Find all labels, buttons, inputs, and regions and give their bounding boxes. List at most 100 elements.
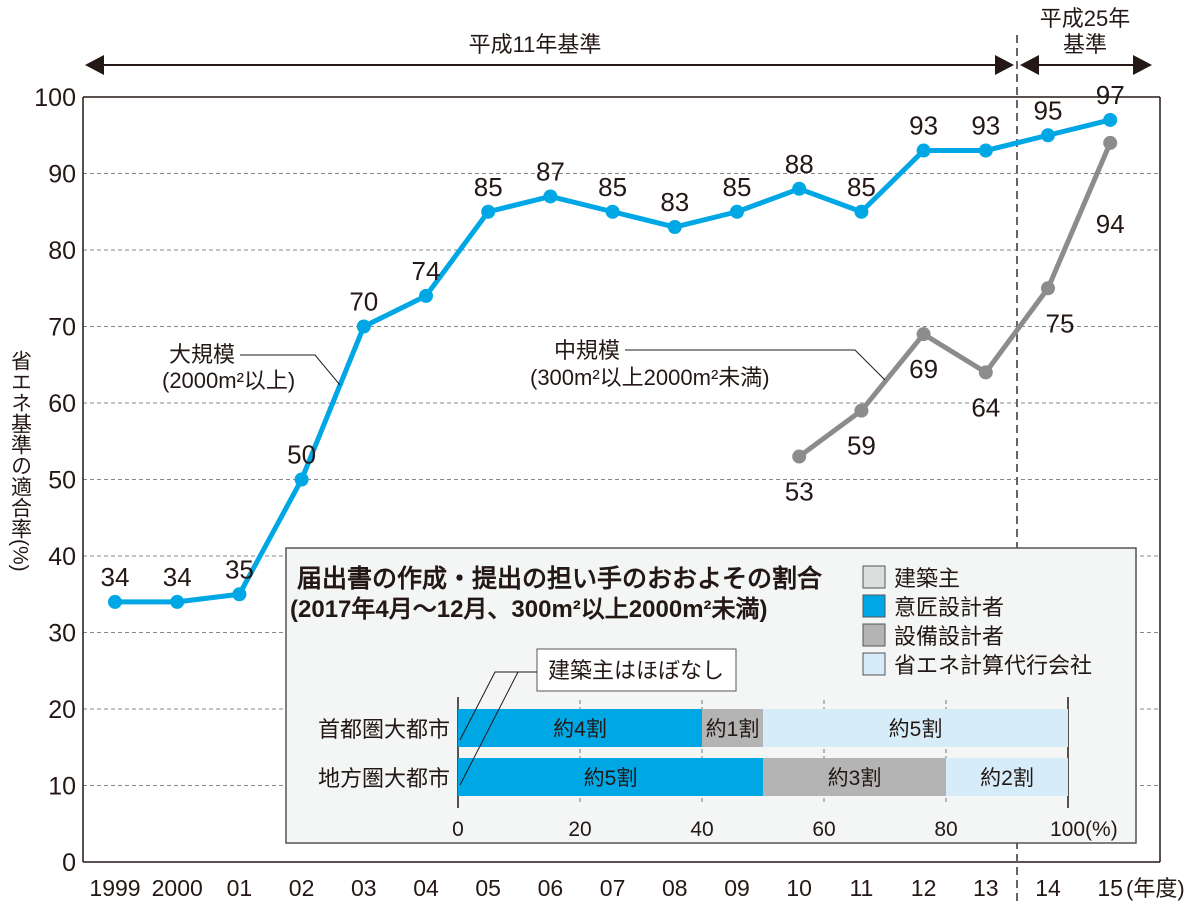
- arrow-right-icon: [1133, 55, 1152, 75]
- bar-segment-label: 約5割: [889, 718, 943, 741]
- x-tick-label: 01: [227, 875, 253, 901]
- data-label: 87: [536, 156, 565, 186]
- data-label: 74: [412, 256, 441, 286]
- data-label: 69: [909, 354, 938, 384]
- data-point: [605, 204, 620, 219]
- data-point: [1041, 128, 1055, 143]
- x-tick-label: 10: [786, 875, 812, 901]
- series-name-sub: (300m²以上2000m²未満): [530, 365, 770, 390]
- data-label: 50: [287, 440, 316, 470]
- inset-x-tick-label: 60: [812, 818, 835, 841]
- bar-segment-label: 約4割: [553, 718, 607, 741]
- x-tick-label: 1999: [89, 875, 140, 901]
- data-label: 34: [163, 562, 192, 592]
- y-tick-label: 10: [48, 773, 76, 801]
- data-label: 95: [1034, 95, 1063, 125]
- data-label: 85: [474, 172, 503, 202]
- bar-segment: [763, 709, 1068, 747]
- data-label: 97: [1096, 80, 1125, 110]
- data-point: [1103, 112, 1118, 127]
- x-tick-label: 05: [475, 875, 501, 901]
- callout-text: 建築主はほぼなし: [548, 658, 724, 683]
- data-label: 34: [101, 562, 130, 592]
- bar-segment-label: 約5割: [584, 767, 638, 790]
- legend-swatch: [862, 565, 886, 589]
- y-tick-label: 0: [62, 849, 76, 877]
- data-label: 93: [909, 111, 938, 141]
- bar-segment: [458, 709, 702, 747]
- data-label: 93: [971, 111, 1000, 141]
- bar-segment-label: 約2割: [980, 767, 1034, 790]
- data-label: 35: [225, 554, 254, 584]
- x-unit-label: (年度): [1126, 876, 1185, 901]
- data-label: 64: [971, 392, 1000, 422]
- leader-line: [625, 349, 886, 381]
- x-tick-label: 09: [724, 875, 750, 901]
- bar-segment-label: 約3割: [828, 767, 882, 790]
- data-point: [854, 204, 869, 219]
- data-point: [108, 594, 122, 609]
- x-tick-label: 2000: [152, 875, 203, 901]
- data-label: 70: [349, 287, 378, 317]
- data-point: [419, 288, 433, 303]
- period-label: 平成25年: [1040, 6, 1130, 31]
- arrow-right-icon: [995, 55, 1014, 75]
- legend-label: 設備設計者: [894, 624, 1004, 649]
- leader-line: [240, 354, 341, 386]
- arrow-left-icon: [1020, 55, 1039, 75]
- data-point: [978, 365, 993, 380]
- series-name: 大規模: [169, 342, 235, 367]
- y-tick-label: 40: [48, 543, 76, 571]
- x-tick-label: 07: [600, 875, 626, 901]
- period-label-line2: 基準: [1063, 32, 1107, 57]
- x-tick-label: 12: [911, 875, 937, 901]
- x-tick-label: 11: [849, 875, 873, 901]
- legend-label: 意匠設計者: [894, 595, 1004, 620]
- data-point: [730, 204, 744, 219]
- x-tick-label: 06: [538, 875, 564, 901]
- legend-swatch: [862, 623, 886, 647]
- data-label: 59: [847, 431, 876, 461]
- data-label: 85: [847, 172, 876, 202]
- bar-segment: [763, 758, 946, 796]
- bar-segment-label: 約1割: [706, 718, 760, 741]
- y-tick-label: 30: [48, 620, 76, 648]
- callout-box: [536, 648, 737, 692]
- data-point: [667, 220, 682, 235]
- legend-swatch: [862, 652, 886, 676]
- legend-label: 建築主: [894, 566, 960, 591]
- data-label: 94: [1096, 209, 1125, 239]
- callout-leader: [459, 671, 519, 786]
- bar-segment: [946, 758, 1068, 796]
- x-tick-label: 08: [662, 875, 688, 901]
- data-label: 53: [785, 477, 814, 507]
- y-tick-label: 100: [34, 84, 76, 112]
- data-label: 75: [1046, 308, 1075, 338]
- inset-x-tick-label: 20: [568, 818, 591, 841]
- inset-title: 届出書の作成・提出の担い手のおおよその割合: [297, 564, 823, 593]
- data-label: 85: [723, 172, 752, 202]
- data-label: 83: [660, 187, 689, 217]
- data-point: [543, 189, 558, 204]
- legend-swatch: [862, 594, 886, 618]
- data-point: [294, 472, 309, 487]
- inset-x-tick-label: 0: [452, 818, 464, 841]
- data-point: [916, 143, 931, 158]
- y-tick-label: 60: [48, 390, 76, 418]
- y-axis-label: 省エネ基準の適合率(%): [9, 350, 33, 572]
- inset-subtitle: (2017年4月〜12月、300m²以上2000m²未満): [290, 595, 768, 623]
- legend-label: 省エネ計算代行会社: [894, 653, 1092, 678]
- data-point: [792, 449, 807, 464]
- y-tick-label: 50: [48, 467, 76, 495]
- x-tick-label: 13: [973, 875, 999, 901]
- inset-x-tick-label: 80: [934, 818, 957, 841]
- arrow-left-icon: [85, 55, 104, 75]
- data-point: [481, 204, 496, 219]
- data-point: [1041, 281, 1055, 296]
- data-point: [978, 143, 993, 158]
- data-point: [1103, 135, 1118, 150]
- period-label: 平成11年基準: [469, 32, 602, 57]
- data-point: [916, 327, 931, 342]
